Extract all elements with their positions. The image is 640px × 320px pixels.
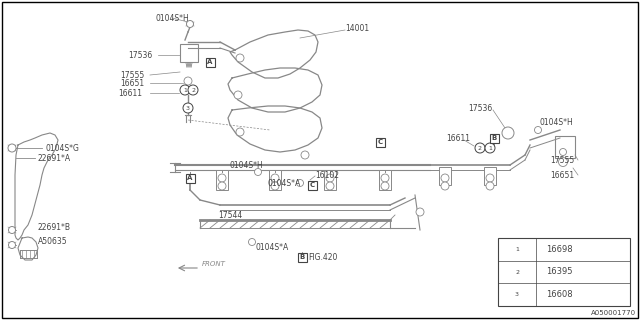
Circle shape — [416, 208, 424, 216]
Circle shape — [8, 144, 16, 152]
Text: 2: 2 — [478, 146, 482, 150]
Text: A50635: A50635 — [38, 237, 68, 246]
Text: B: B — [492, 135, 497, 141]
Text: C: C — [309, 182, 315, 188]
Circle shape — [234, 91, 242, 99]
Circle shape — [236, 54, 244, 62]
Bar — [307, 180, 317, 189]
Circle shape — [188, 85, 198, 95]
Text: 17555: 17555 — [550, 156, 574, 164]
Text: 16611: 16611 — [446, 133, 470, 142]
Text: 0104S*H: 0104S*H — [230, 161, 264, 170]
Text: A: A — [207, 59, 212, 65]
Text: 0104S*H: 0104S*H — [540, 117, 573, 126]
Bar — [216, 170, 228, 190]
Text: 16698: 16698 — [546, 245, 573, 254]
Text: 16608: 16608 — [546, 290, 573, 299]
Text: 17555: 17555 — [120, 70, 144, 79]
Circle shape — [8, 227, 15, 234]
Text: 17536: 17536 — [128, 51, 152, 60]
Circle shape — [326, 182, 334, 190]
Circle shape — [441, 174, 449, 182]
Circle shape — [218, 182, 226, 190]
Circle shape — [271, 182, 279, 190]
Circle shape — [255, 169, 262, 175]
Bar — [324, 170, 336, 190]
Text: 1: 1 — [515, 247, 519, 252]
Bar — [498, 238, 630, 306]
Bar — [205, 58, 214, 67]
Text: 16395: 16395 — [546, 268, 573, 276]
Circle shape — [511, 243, 523, 255]
Text: 2: 2 — [191, 87, 195, 92]
Text: 14001: 14001 — [345, 23, 369, 33]
Text: A: A — [188, 175, 193, 181]
Circle shape — [486, 182, 494, 190]
Text: 2: 2 — [515, 269, 519, 275]
Text: 3: 3 — [515, 292, 519, 297]
Circle shape — [326, 174, 334, 182]
Circle shape — [301, 151, 309, 159]
Circle shape — [441, 182, 449, 190]
Text: 16651: 16651 — [120, 78, 144, 87]
Bar — [269, 170, 281, 190]
Bar — [555, 136, 575, 158]
Text: 0104S*A: 0104S*A — [255, 244, 288, 252]
Circle shape — [559, 157, 568, 166]
Circle shape — [183, 103, 193, 113]
Circle shape — [184, 77, 192, 85]
Circle shape — [8, 242, 15, 249]
Bar — [439, 167, 451, 185]
Bar — [490, 133, 499, 142]
Text: C: C — [378, 139, 383, 145]
Circle shape — [236, 128, 244, 136]
Circle shape — [218, 174, 226, 182]
Bar — [298, 252, 307, 261]
Bar — [484, 167, 496, 185]
Text: 1: 1 — [183, 87, 187, 92]
Text: 1: 1 — [488, 146, 492, 150]
Bar — [186, 173, 195, 182]
Circle shape — [486, 174, 494, 182]
Text: 17536: 17536 — [468, 103, 492, 113]
Text: 16102: 16102 — [315, 171, 339, 180]
Text: FIG.420: FIG.420 — [308, 252, 337, 261]
Text: 3: 3 — [186, 106, 190, 110]
Circle shape — [534, 126, 541, 133]
Circle shape — [511, 266, 523, 278]
Text: 16651: 16651 — [550, 171, 574, 180]
Text: A050001770: A050001770 — [591, 310, 636, 316]
Circle shape — [511, 289, 523, 301]
Circle shape — [180, 85, 190, 95]
Circle shape — [559, 148, 566, 156]
Text: 22691*A: 22691*A — [38, 154, 71, 163]
Text: 17544: 17544 — [218, 211, 243, 220]
Bar — [379, 170, 391, 190]
Circle shape — [475, 143, 485, 153]
Text: 0104S*G: 0104S*G — [45, 143, 79, 153]
Text: 22691*B: 22691*B — [38, 223, 71, 233]
Circle shape — [381, 174, 389, 182]
Text: 16611: 16611 — [118, 89, 142, 98]
Circle shape — [186, 20, 193, 28]
Circle shape — [248, 238, 255, 245]
Text: B: B — [300, 254, 305, 260]
Text: 0104S*H: 0104S*H — [155, 13, 189, 22]
Text: FRONT: FRONT — [202, 261, 226, 267]
Circle shape — [381, 182, 389, 190]
Circle shape — [485, 143, 495, 153]
Circle shape — [296, 180, 303, 187]
Circle shape — [271, 174, 279, 182]
Bar — [180, 44, 198, 62]
Circle shape — [502, 127, 514, 139]
Bar — [376, 138, 385, 147]
Text: 0104S*A: 0104S*A — [268, 179, 301, 188]
